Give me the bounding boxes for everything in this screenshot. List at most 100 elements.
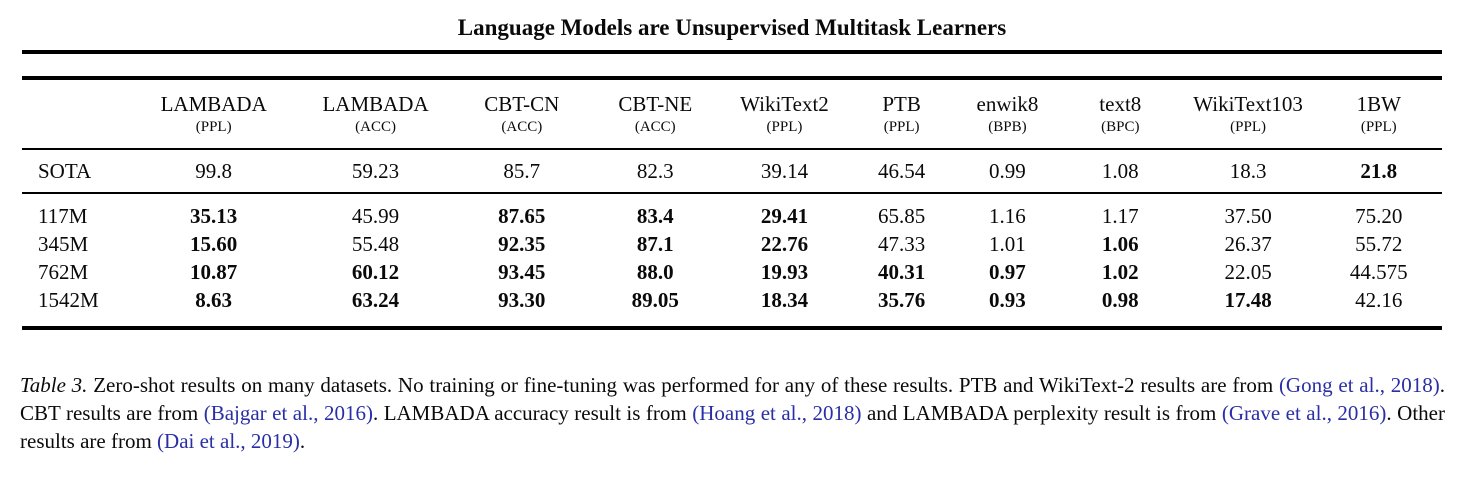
caption-text: and LAMBADA perplexity result is from bbox=[861, 401, 1222, 425]
table-cell: 17.48 bbox=[1224, 288, 1272, 312]
column-unit: (ACC) bbox=[453, 116, 590, 150]
row-label: 762M bbox=[38, 260, 89, 284]
table-cell: 22.76 bbox=[760, 232, 809, 256]
table-cell: 0.99 bbox=[954, 149, 1060, 194]
table-cell: 39.14 bbox=[720, 149, 849, 194]
table-row: SOTA 99.8 59.23 85.7 82.3 39.14 46.54 0.99 1.08 1… bbox=[22, 149, 1442, 194]
row-label: 1542M bbox=[38, 288, 99, 312]
table-cell: 19.93 bbox=[760, 260, 809, 284]
citation-link[interactable]: (Gong et al., 2018) bbox=[1278, 373, 1440, 397]
table-cell: 55.72 bbox=[1355, 232, 1403, 256]
header-units-row: (PPL) (ACC) (ACC) (ACC) (PPL) (PPL) (BPB) (BPC)… bbox=[22, 116, 1442, 150]
table-row: 762M 10.87 60.12 93.45 88.0 19.93 40.31 0.97 1.0… bbox=[22, 258, 1442, 286]
caption-text: . bbox=[299, 429, 306, 453]
table-cell: 55.48 bbox=[351, 232, 400, 256]
table-cell: 63.24 bbox=[351, 288, 400, 312]
citation-link[interactable]: (Grave et al., 2016) bbox=[1221, 401, 1387, 425]
running-head-rule bbox=[22, 50, 1442, 54]
column-unit: (PPL) bbox=[1315, 116, 1442, 150]
row-label: 345M bbox=[38, 232, 89, 256]
table-cell: 8.63 bbox=[195, 288, 233, 312]
table-cell: 1.06 bbox=[1101, 232, 1139, 256]
column-unit: (PPL) bbox=[1180, 116, 1316, 150]
citation-link[interactable]: (Bajgar et al., 2016) bbox=[203, 401, 373, 425]
column-header: LAMBADA bbox=[322, 92, 429, 116]
citation-link[interactable]: (Dai et al., 2019) bbox=[157, 429, 300, 453]
citation-link[interactable]: (Hoang et al., 2018) bbox=[692, 401, 862, 425]
column-unit: (PPL) bbox=[848, 116, 955, 150]
table-caption: Table 3. Zero-shot results on many datas… bbox=[20, 371, 1445, 455]
paper-running-title: Language Models are Unsupervised Multita… bbox=[457, 15, 1007, 40]
table-cell: 1.17 bbox=[1101, 204, 1139, 228]
corner-cell bbox=[22, 78, 130, 116]
table-cell: 15.60 bbox=[190, 232, 238, 256]
table-cell: 35.76 bbox=[878, 288, 926, 312]
column-header: CBT-NE bbox=[618, 92, 693, 116]
table-cell: 87.1 bbox=[636, 232, 674, 256]
column-unit: (BPB) bbox=[954, 116, 1060, 150]
table-cell: 59.23 bbox=[297, 149, 454, 194]
table-cell: 92.35 bbox=[498, 232, 546, 256]
table-cell: 82.3 bbox=[589, 149, 721, 194]
table-cell: 75.20 bbox=[1355, 204, 1403, 228]
table-cell: 26.37 bbox=[1224, 232, 1272, 256]
table-cell: 65.85 bbox=[878, 204, 926, 228]
column-header: WikiText103 bbox=[1193, 92, 1303, 116]
table-cell: 22.05 bbox=[1224, 260, 1272, 284]
caption-text: . CBT results are from bbox=[20, 373, 1445, 425]
column-header: 1BW bbox=[1356, 92, 1401, 116]
column-header: CBT-CN bbox=[484, 92, 560, 116]
model-rows-group: 117M 35.13 45.99 87.65 83.4 29.41 65.85 1.16 1.1… bbox=[22, 193, 1442, 328]
table-cell: 10.87 bbox=[190, 260, 238, 284]
table-cell: 21.8 bbox=[1315, 149, 1442, 194]
column-unit: (PPL) bbox=[720, 116, 849, 150]
sota-row-group: SOTA 99.8 59.23 85.7 82.3 39.14 46.54 0.99 1.08 1… bbox=[22, 149, 1442, 194]
table-cell: 88.0 bbox=[636, 260, 674, 284]
table-cell: 44.575 bbox=[1349, 260, 1408, 284]
table-cell: 42.16 bbox=[1355, 288, 1403, 312]
column-unit: (PPL) bbox=[129, 116, 298, 150]
caption-text: . Other results are from bbox=[20, 401, 1445, 453]
table-cell: 35.13 bbox=[190, 204, 238, 228]
row-label: 117M bbox=[38, 204, 88, 228]
caption-text: Zero-shot results on many datasets. No t… bbox=[87, 373, 1279, 397]
column-header: text8 bbox=[1099, 92, 1142, 116]
results-table: LAMBADA LAMBADA CBT-CN CBT-NE WikiText2 PTB en… bbox=[22, 76, 1442, 330]
table-row: 117M 35.13 45.99 87.65 83.4 29.41 65.85 1.16 1.1… bbox=[22, 193, 1442, 230]
header-names-row: LAMBADA LAMBADA CBT-CN CBT-NE WikiText2 PTB en… bbox=[22, 78, 1442, 116]
table-cell: 18.34 bbox=[760, 288, 809, 312]
row-label: SOTA bbox=[22, 149, 130, 194]
table-cell: 1.08 bbox=[1059, 149, 1181, 194]
table-cell: 87.65 bbox=[498, 204, 546, 228]
table-cell: 29.41 bbox=[760, 204, 809, 228]
table-cell: 93.30 bbox=[498, 288, 546, 312]
table-cell: 1.02 bbox=[1101, 260, 1139, 284]
table-cell: 83.4 bbox=[636, 204, 674, 228]
column-header: PTB bbox=[882, 92, 921, 116]
column-unit: (ACC) bbox=[589, 116, 721, 150]
caption-label: Table 3. bbox=[20, 373, 88, 397]
table-cell: 46.54 bbox=[848, 149, 955, 194]
column-header: LAMBADA bbox=[160, 92, 267, 116]
column-header: enwik8 bbox=[976, 92, 1039, 116]
column-header: WikiText2 bbox=[740, 92, 829, 116]
table-cell: 40.31 bbox=[878, 260, 926, 284]
table-cell: 47.33 bbox=[878, 232, 926, 256]
table-cell: 37.50 bbox=[1224, 204, 1272, 228]
caption-text: . LAMBADA accuracy result is from bbox=[372, 401, 693, 425]
column-unit: (BPC) bbox=[1059, 116, 1181, 150]
column-unit: (ACC) bbox=[297, 116, 454, 150]
table-cell: 85.7 bbox=[453, 149, 590, 194]
table-header: LAMBADA LAMBADA CBT-CN CBT-NE WikiText2 PTB en… bbox=[22, 78, 1442, 150]
corner-unit-cell bbox=[22, 116, 130, 150]
table-cell: 60.12 bbox=[351, 260, 400, 284]
table-cell: 93.45 bbox=[498, 260, 546, 284]
table-cell: 1.16 bbox=[989, 204, 1026, 228]
table-cell: 18.3 bbox=[1180, 149, 1316, 194]
table-row: 345M 15.60 55.48 92.35 87.1 22.76 47.33 1.01 1.0… bbox=[22, 230, 1442, 258]
table-cell: 0.93 bbox=[989, 288, 1026, 312]
table-cell: 1.01 bbox=[989, 232, 1026, 256]
table-cell: 45.99 bbox=[351, 204, 400, 228]
table-row: 1542M 8.63 63.24 93.30 89.05 18.34 35.76 0.93 0.… bbox=[22, 286, 1442, 328]
